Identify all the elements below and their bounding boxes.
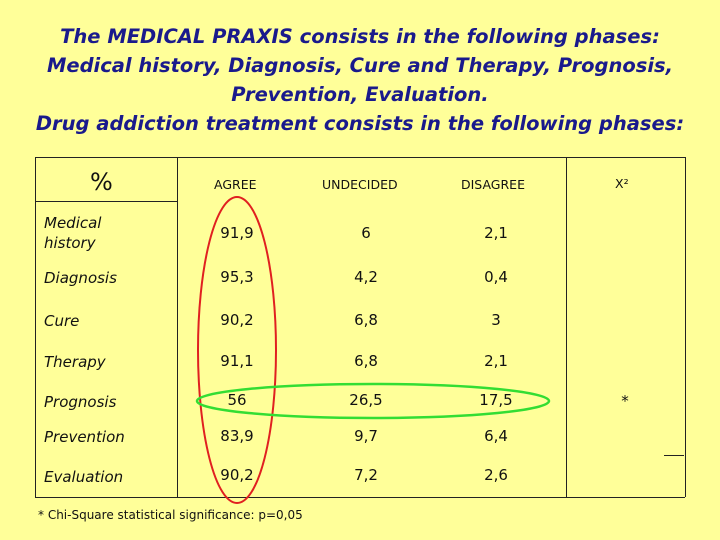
cell-prevention-agree: 83,9 [220,427,254,445]
cell-therapy-agree: 91,1 [220,352,254,370]
cell-prevention-disagree: 6,4 [484,427,508,445]
cell-prognosis-agree: 56 [227,391,247,409]
table-top-border [35,157,685,158]
results-table [35,157,686,497]
cell-medical-history-agree: 91,9 [220,224,254,242]
row-label-prevention: Prevention [44,428,125,446]
header-undecided: UNDECIDED [322,177,398,192]
footnote: * Chi-Square statistical significance: p… [38,508,303,522]
row-label-diagnosis: Diagnosis [44,269,117,287]
cell-cure-undecided: 6,8 [354,311,378,329]
cell-prevention-undecided: 9,7 [354,427,378,445]
slide-title: The MEDICAL PRAXIS consists in the follo… [0,22,720,138]
table-bottom-border [35,497,685,498]
cell-evaluation-agree: 90,2 [220,466,254,484]
row-label-prognosis: Prognosis [44,393,117,411]
cell-diagnosis-undecided: 4,2 [354,268,378,286]
cell-diagnosis-disagree: 0,4 [484,268,508,286]
title-line-1: The MEDICAL PRAXIS consists in the follo… [60,25,660,48]
chi-row-rule [664,455,684,456]
cell-prognosis-chi-significance: * [621,392,629,410]
row-label-therapy: Therapy [44,353,106,371]
label-column-divider [177,157,178,498]
row-label-evaluation: Evaluation [44,468,124,486]
cell-cure-disagree: 3 [491,311,501,329]
cell-evaluation-undecided: 7,2 [354,466,378,484]
header-agree: AGREE [214,177,257,192]
title-line-4: Drug addiction treatment consists in the… [35,112,685,135]
row-label-medical-history: Medical history [44,214,102,252]
title-line-2: Medical history, Diagnosis, Cure and The… [46,54,674,77]
chi-column-divider [566,157,567,498]
row-label-cure: Cure [44,312,80,330]
cell-prognosis-disagree: 17,5 [479,391,513,409]
header-chi-square: X² [615,176,629,191]
header-percent: % [90,168,113,196]
title-line-3: Prevention, Evaluation. [231,83,489,106]
cell-medical-history-disagree: 2,1 [484,224,508,242]
cell-diagnosis-agree: 95,3 [220,268,254,286]
cell-therapy-undecided: 6,8 [354,352,378,370]
corner-underline [36,201,177,202]
cell-prognosis-undecided: 26,5 [349,391,383,409]
cell-cure-agree: 90,2 [220,311,254,329]
cell-evaluation-disagree: 2,6 [484,466,508,484]
header-disagree: DISAGREE [461,177,525,192]
cell-therapy-disagree: 2,1 [484,352,508,370]
cell-medical-history-undecided: 6 [361,224,371,242]
